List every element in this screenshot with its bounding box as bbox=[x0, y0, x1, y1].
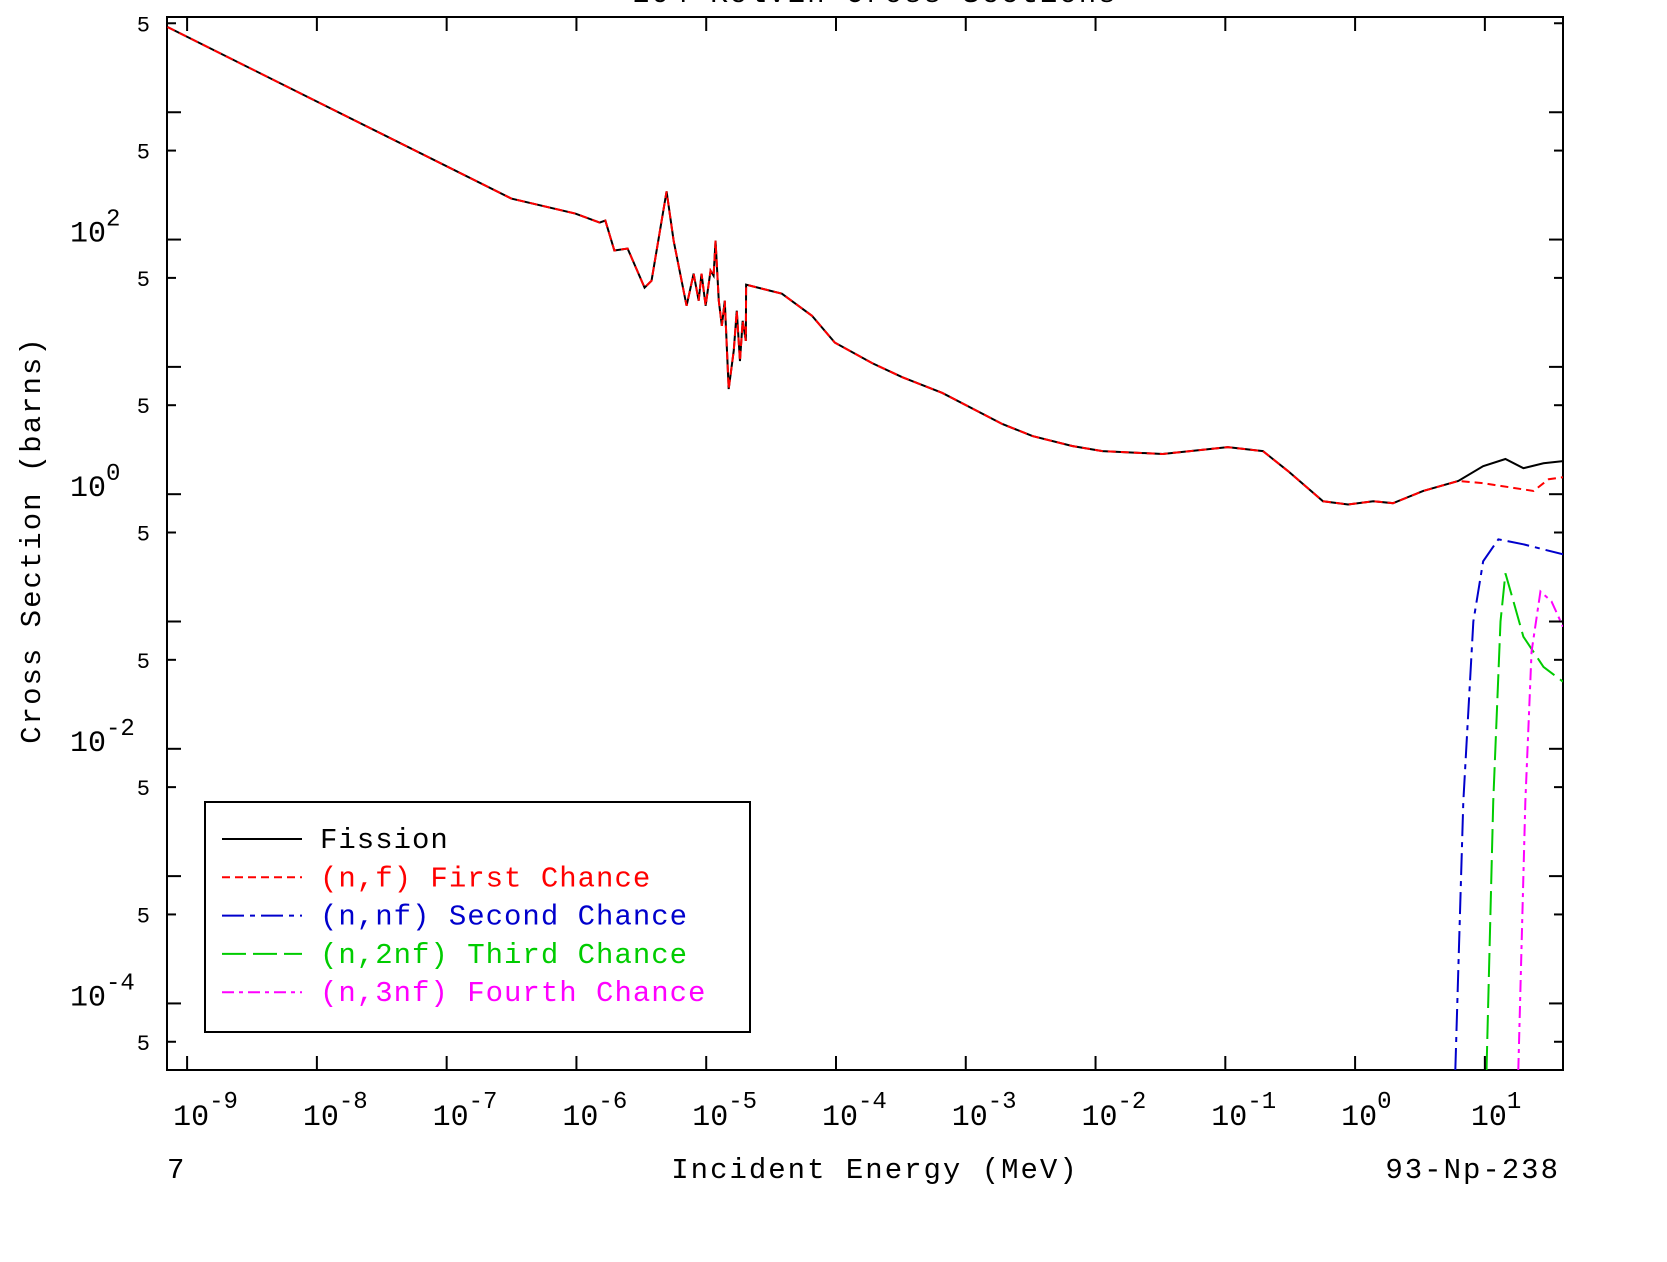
legend-label: (n,3nf) Fourth Chance bbox=[320, 977, 706, 1010]
x-tick-exponent: -7 bbox=[469, 1089, 498, 1116]
x-tick-label: 10 bbox=[433, 1101, 469, 1135]
y-tick-label: 10 bbox=[70, 981, 106, 1015]
y-tick-exponent: -2 bbox=[106, 716, 135, 743]
y-tick-label: 5 bbox=[137, 650, 150, 675]
x-axis-label: Incident Energy (MeV) bbox=[671, 1154, 1078, 1187]
plot-frame bbox=[166, 16, 1564, 1071]
series-line bbox=[1517, 589, 1563, 1070]
x-tick-label: 10 bbox=[303, 1101, 339, 1135]
y-tick-label: 5 bbox=[137, 395, 150, 420]
y-tick-exponent: -4 bbox=[106, 970, 135, 997]
annotation: 93-Np-238 bbox=[1385, 1154, 1560, 1187]
x-tick-label: 10 bbox=[173, 1101, 209, 1135]
legend-label: (n,2nf) Third Chance bbox=[320, 939, 688, 972]
y-tick-label: 5 bbox=[137, 777, 150, 802]
x-tick-exponent: 0 bbox=[1377, 1089, 1391, 1116]
series-line bbox=[167, 26, 1563, 506]
x-tick-exponent: -4 bbox=[858, 1089, 887, 1116]
legend-box bbox=[204, 801, 751, 1033]
plot-lines bbox=[167, 26, 1563, 1070]
x-tick-label: 10 bbox=[1211, 1101, 1247, 1135]
x-tick-exponent: -1 bbox=[1247, 1089, 1276, 1116]
x-tick-exponent: 1 bbox=[1507, 1089, 1521, 1116]
chart-title: 294 Kelvin Cross Sections bbox=[632, 0, 1117, 11]
x-tick-label: 10 bbox=[1341, 1101, 1377, 1135]
y-tick-label: 10 bbox=[70, 472, 106, 506]
y-tick-label: 5 bbox=[137, 141, 150, 166]
x-tick-exponent: -3 bbox=[988, 1089, 1017, 1116]
y-tick-label: 10 bbox=[70, 727, 106, 761]
x-tick-label: 10 bbox=[1082, 1101, 1118, 1135]
x-tick-exponent: -9 bbox=[209, 1089, 238, 1116]
x-tick-exponent: -2 bbox=[1118, 1089, 1147, 1116]
y-tick-exponent: 2 bbox=[106, 207, 120, 234]
y-axis-label: Cross Section (barns) bbox=[16, 336, 49, 743]
y-tick-label: 5 bbox=[137, 1032, 150, 1057]
annotation: 7 bbox=[167, 1154, 186, 1187]
x-tick-label: 10 bbox=[822, 1101, 858, 1135]
x-tick-exponent: -6 bbox=[598, 1089, 627, 1116]
x-tick-label: 10 bbox=[562, 1101, 598, 1135]
y-tick-label: 5 bbox=[137, 904, 150, 929]
y-tick-label: 5 bbox=[137, 268, 150, 293]
x-tick-label: 10 bbox=[1471, 1101, 1507, 1135]
series-line bbox=[167, 26, 1563, 506]
y-tick-label: 5 bbox=[137, 13, 150, 38]
y-tick-exponent: 0 bbox=[106, 461, 120, 488]
legend-label: (n,nf) Second Chance bbox=[320, 901, 688, 934]
x-tick-label: 10 bbox=[692, 1101, 728, 1135]
series-line bbox=[1454, 538, 1563, 1070]
legend-label: (n,f) First Chance bbox=[320, 862, 651, 895]
x-tick-exponent: -8 bbox=[339, 1089, 368, 1116]
y-tick-label: 10 bbox=[70, 218, 106, 252]
y-tick-label: 5 bbox=[137, 523, 150, 548]
x-tick-label: 10 bbox=[952, 1101, 988, 1135]
series-line bbox=[1485, 573, 1563, 1070]
legend-label: Fission bbox=[320, 824, 449, 857]
x-tick-exponent: -5 bbox=[728, 1089, 757, 1116]
